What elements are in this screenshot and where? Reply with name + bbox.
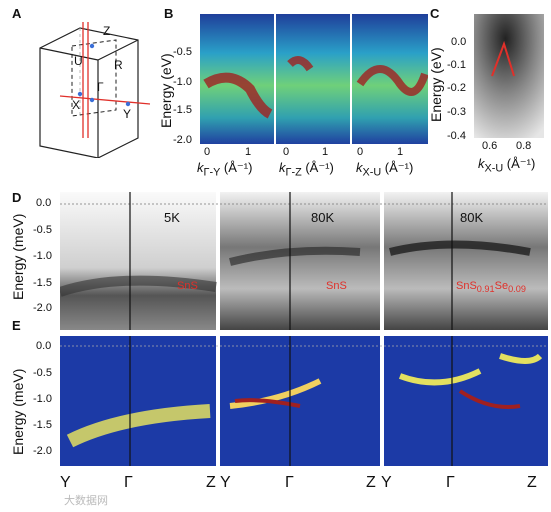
panel-c-label: C: [430, 6, 440, 21]
panel-e-ylabel: Energy (meV): [10, 368, 26, 455]
panel-c-plot: [474, 14, 544, 138]
panel-d-ytick-2: -0.5: [33, 224, 52, 236]
panel-e-ytick-5: -2.0: [33, 445, 52, 457]
panel-e-xtick-1: Y: [60, 474, 71, 491]
panel-e-plot: [60, 336, 548, 466]
panel-b-xlabel-3: kX-U (Å⁻¹): [356, 160, 414, 179]
panel-b-xtick-2: 1: [245, 146, 252, 158]
panel-e-ytick-4: -1.5: [33, 419, 52, 431]
panel-c-ytick-2: -0.1: [447, 59, 466, 71]
point-gamma: Γ: [97, 80, 104, 94]
watermark: 大数据网: [64, 495, 108, 507]
panel-b-xtick-1: 0: [204, 146, 211, 158]
panel-e-xtick-6: Z: [366, 474, 376, 491]
panel-e-xtick-7: Y: [381, 474, 392, 491]
panel-e-ytick-1: 0.0: [36, 340, 52, 352]
brillouin-zone-diagram: [39, 22, 151, 158]
panel-e-xtick-9: Z: [527, 474, 537, 491]
panel-e-xtick-3: Z: [206, 474, 216, 491]
point-r: R: [114, 58, 123, 72]
panel-c-ytick-1: 0.0: [451, 36, 467, 48]
panel-e-xtick-8: Γ: [446, 474, 455, 491]
panel-b-plot: [200, 14, 428, 144]
panel-d-ytick-5: -2.0: [33, 302, 52, 314]
panel-c-xlabel: kX-U (Å⁻¹): [478, 156, 536, 175]
panel-e-xtick-4: Y: [220, 474, 231, 491]
panel-e-ytick-2: -0.5: [33, 367, 52, 379]
point-y: Y: [123, 107, 132, 121]
panel-b-label: B: [164, 6, 174, 21]
panel-b-ytick-4: -2.0: [173, 134, 192, 146]
panel-e-ytick-3: -1.0: [33, 393, 52, 405]
panel-d-ytick-1: 0.0: [36, 197, 52, 209]
panel-b-xlabel-1: kΓ-Y (Å⁻¹): [197, 160, 253, 179]
panel-d-sample-1: SnS: [177, 280, 198, 292]
panel-d-plot: [60, 192, 548, 330]
panel-b-ytick-3: -1.5: [173, 104, 192, 116]
panel-d-temp-1: 5K: [164, 210, 180, 225]
panel-e-xtick-2: Γ: [124, 474, 133, 491]
point-x: X: [72, 98, 81, 112]
panel-e-label: E: [12, 318, 21, 333]
panel-b-ytick-1: -0.5: [173, 46, 192, 58]
panel-d-ylabel: Energy (meV): [10, 213, 26, 300]
panel-d-sample-3: SnS0.91Se0.09: [456, 280, 526, 295]
panel-d-label: D: [12, 190, 22, 205]
point-u: U: [74, 54, 83, 68]
panel-d-ytick-3: -1.0: [33, 250, 52, 262]
panel-a-label: A: [12, 6, 22, 21]
panel-b-xtick-4: 1: [322, 146, 329, 158]
panel-c-xtick-1: 0.6: [482, 140, 498, 152]
panel-c-xtick-2: 0.8: [516, 140, 532, 152]
point-z: Z: [103, 24, 111, 38]
panel-b-xtick-5: 0: [357, 146, 364, 158]
panel-d-temp-3: 80K: [460, 210, 484, 225]
panel-c-ytick-5: -0.4: [447, 130, 466, 142]
panel-b-xlabel-2: kΓ-Z (Å⁻¹): [279, 160, 334, 179]
panel-b-xtick-6: 1: [397, 146, 404, 158]
panel-d-temp-2: 80K: [311, 210, 335, 225]
panel-d-ytick-4: -1.5: [33, 277, 52, 289]
panel-c-ylabel: Energy (eV): [428, 47, 444, 122]
panel-e-xtick-5: Γ: [285, 474, 294, 491]
panel-b-ylabel: Energy (eV): [158, 53, 174, 128]
panel-b-ytick-2: -1.0: [173, 76, 192, 88]
panel-c-ytick-4: -0.3: [447, 106, 466, 118]
panel-c-ytick-3: -0.2: [447, 82, 466, 94]
panel-b-xtick-3: 0: [283, 146, 290, 158]
panel-d-sample-2: SnS: [326, 280, 347, 292]
